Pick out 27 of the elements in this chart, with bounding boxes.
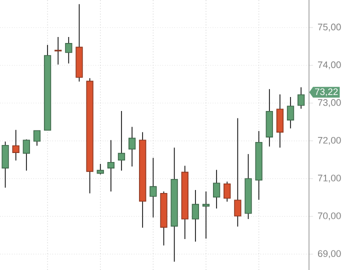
y-tick-label: 75,00 xyxy=(318,24,341,32)
candlestick xyxy=(234,118,242,227)
candlestick xyxy=(192,190,200,242)
candlestick xyxy=(224,181,231,202)
candlestick xyxy=(65,36,72,64)
candlestick xyxy=(118,110,126,172)
y-tick-label: 70,00 xyxy=(318,212,341,220)
candlestick xyxy=(276,94,284,148)
y-tick-label: 72,00 xyxy=(318,136,341,145)
text: 73,22 xyxy=(315,88,338,96)
candlestick xyxy=(150,157,157,218)
y-tick-label: 69,00 xyxy=(318,250,341,258)
candlestick xyxy=(54,36,62,65)
candlestick xyxy=(202,191,210,240)
candlestick xyxy=(22,138,30,172)
candlestick xyxy=(213,170,220,209)
candlestick xyxy=(107,140,114,192)
candlestick xyxy=(96,163,104,175)
y-tick-label: 74,00 xyxy=(318,61,341,70)
y-tick-label: 71,00 xyxy=(318,174,341,183)
y-tick-label: 73,00 xyxy=(318,99,341,108)
candlestick xyxy=(2,141,9,188)
candlestick xyxy=(298,86,305,110)
candlestick xyxy=(33,130,41,146)
candlestick xyxy=(128,126,136,167)
candlestick xyxy=(12,130,20,161)
candlestick xyxy=(286,96,294,129)
